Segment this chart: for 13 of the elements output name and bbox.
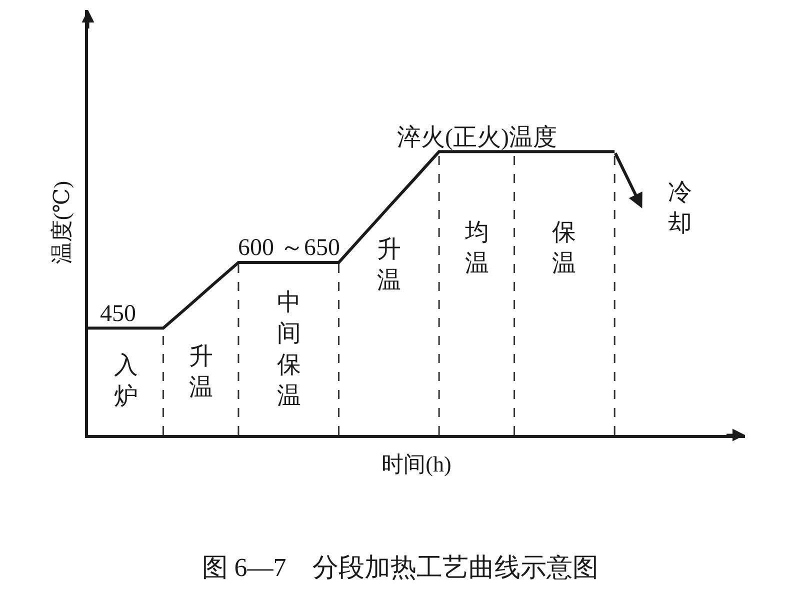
annotation: 中间保温 — [277, 290, 301, 410]
text: 冷却 — [668, 180, 692, 238]
annotation: 升温 — [189, 344, 213, 402]
annotation: 入炉 — [114, 352, 138, 410]
annotation: 450 — [100, 301, 136, 327]
annotation: 保温 — [552, 220, 576, 278]
annotation: 升温 — [377, 237, 401, 294]
annotation: 均温 — [464, 220, 489, 278]
y-axis-title: 温度(℃) — [49, 180, 74, 264]
annotation: 600 ～650 — [238, 235, 340, 261]
x-axis-title: 时间(h) — [382, 452, 452, 477]
text: 图 6—7 分段加热工艺曲线示意图 — [202, 553, 598, 582]
text: 淬火(正火)温度 — [397, 124, 557, 151]
